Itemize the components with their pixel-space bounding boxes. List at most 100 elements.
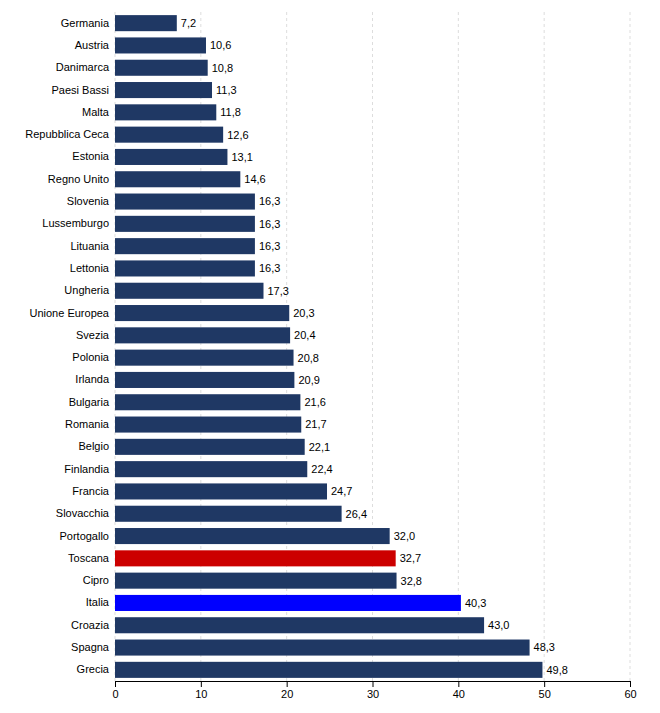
data-label: 14,6 xyxy=(244,173,265,185)
tick-label: 20 xyxy=(281,688,293,700)
tick-mark xyxy=(287,681,288,687)
tick-label: Romania xyxy=(65,418,110,430)
data-label: 21,7 xyxy=(305,418,326,430)
tick-label: Danimarca xyxy=(56,61,110,73)
data-label: 7,2 xyxy=(181,17,196,29)
bar xyxy=(115,171,240,187)
x-tick: 0 xyxy=(112,681,118,700)
bar xyxy=(115,283,263,299)
bar xyxy=(115,350,294,366)
bar xyxy=(115,260,255,276)
tick-label: Regno Unito xyxy=(48,173,109,185)
y-tick: Lituania xyxy=(70,240,109,252)
y-tick: Spagna xyxy=(71,641,110,653)
tick-label: Slovenia xyxy=(67,195,110,207)
tick-mark xyxy=(544,681,545,687)
grid-line xyxy=(458,12,459,681)
data-label: 20,3 xyxy=(293,307,314,319)
tick-label: 60 xyxy=(624,688,636,700)
data-label: 20,4 xyxy=(294,329,315,341)
tick-label: Belgio xyxy=(78,440,109,452)
y-tick: Svezia xyxy=(76,329,110,341)
tick-label: Lettonia xyxy=(70,262,110,274)
tick-label: Unione Europea xyxy=(29,307,109,319)
bar xyxy=(115,60,208,76)
data-label: 22,4 xyxy=(311,463,332,475)
tick-mark xyxy=(630,681,631,687)
data-label: 32,8 xyxy=(401,575,422,587)
data-label: 10,6 xyxy=(210,39,231,51)
x-tick: 10 xyxy=(195,681,207,700)
y-tick: Bulgaria xyxy=(69,396,110,408)
bar xyxy=(115,194,255,210)
bar xyxy=(115,461,307,477)
tick-label: Svezia xyxy=(76,329,110,341)
bar xyxy=(115,640,530,656)
grid-line xyxy=(544,12,545,681)
data-label: 22,1 xyxy=(309,441,330,453)
bar xyxy=(115,528,390,544)
data-label: 10,8 xyxy=(212,62,233,74)
tick-label: Francia xyxy=(72,485,110,497)
bar xyxy=(115,37,206,53)
tick-label: 50 xyxy=(539,688,551,700)
tick-mark xyxy=(201,681,202,687)
tick-mark xyxy=(373,681,374,687)
bar xyxy=(115,483,327,499)
data-label: 32,0 xyxy=(394,530,415,542)
data-label: 13,1 xyxy=(231,151,252,163)
y-tick: Repubblica Ceca xyxy=(25,128,110,140)
y-tick: Regno Unito xyxy=(48,173,109,185)
x-axis: 0102030405060 xyxy=(112,681,636,700)
tick-label: Malta xyxy=(82,106,110,118)
bar xyxy=(115,127,223,143)
x-tick: 60 xyxy=(624,681,636,700)
y-tick: Malta xyxy=(82,106,110,118)
plot-area: 7,210,610,811,311,812,613,114,616,316,31… xyxy=(25,12,636,700)
bar xyxy=(115,216,255,232)
bar xyxy=(115,15,177,31)
data-label: 11,8 xyxy=(220,106,241,118)
y-tick: Lettonia xyxy=(70,262,110,274)
y-tick: Lussemburgo xyxy=(42,217,109,229)
tick-label: 10 xyxy=(195,688,207,700)
tick-mark xyxy=(115,681,116,687)
y-tick: Italia xyxy=(86,596,110,608)
data-labels: 7,210,610,811,311,812,613,114,616,316,31… xyxy=(181,17,568,676)
tick-label: Slovacchia xyxy=(56,507,110,519)
tick-label: Portogallo xyxy=(59,530,109,542)
data-label: 32,7 xyxy=(400,552,421,564)
chart: 7,210,610,811,311,812,613,114,616,316,31… xyxy=(0,0,660,713)
y-tick: Romania xyxy=(65,418,110,430)
tick-label: 30 xyxy=(367,688,379,700)
tick-label: Grecia xyxy=(77,663,110,675)
tick-label: Toscana xyxy=(68,552,110,564)
tick-label: Germania xyxy=(61,17,110,29)
tick-label: 0 xyxy=(112,688,118,700)
tick-label: Irlanda xyxy=(75,373,110,385)
data-label: 16,3 xyxy=(259,262,280,274)
bar xyxy=(115,617,484,633)
y-tick: Austria xyxy=(75,39,110,51)
axis-line xyxy=(116,682,631,688)
data-label: 21,6 xyxy=(304,396,325,408)
tick-mark xyxy=(458,681,459,687)
y-tick: Francia xyxy=(72,485,110,497)
y-tick: Cipro xyxy=(83,574,109,586)
y-tick: Estonia xyxy=(72,150,110,162)
y-axis: Germania Austria Danimarca Paesi Bassi Malta… xyxy=(25,17,110,676)
grid-line xyxy=(630,12,631,681)
y-tick: Toscana xyxy=(68,552,110,564)
y-tick: Slovenia xyxy=(67,195,110,207)
data-label: 48,3 xyxy=(534,641,555,653)
data-label: 11,3 xyxy=(216,84,237,96)
bar xyxy=(115,104,216,120)
bars xyxy=(115,15,542,678)
tick-label: Bulgaria xyxy=(69,396,110,408)
bar xyxy=(115,506,342,522)
y-tick: Paesi Bassi xyxy=(52,84,109,96)
bar xyxy=(115,550,396,566)
x-tick: 50 xyxy=(539,681,551,700)
y-tick: Germania xyxy=(61,17,110,29)
bar xyxy=(115,238,255,254)
